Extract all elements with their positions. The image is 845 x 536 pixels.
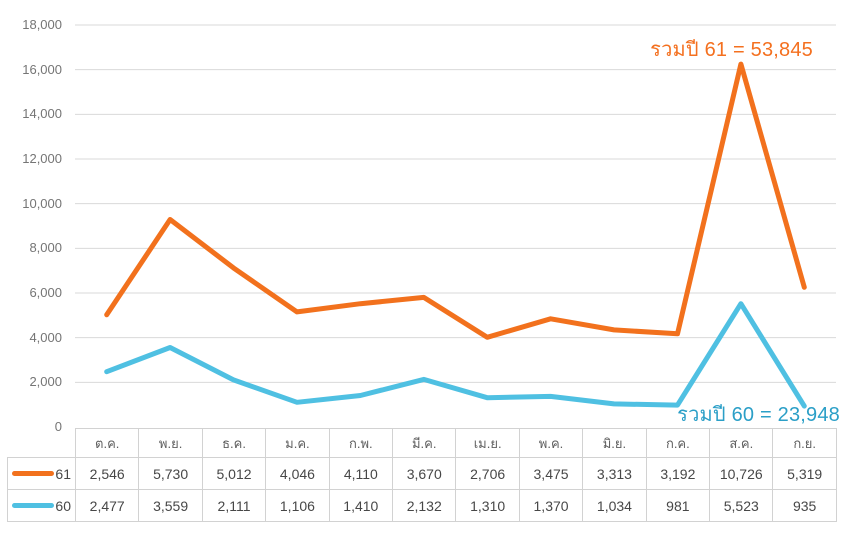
month-header-cell: ม.ค. [265, 428, 330, 458]
legend-cell-60: 60 [7, 489, 76, 522]
series-61-line [104, 61, 807, 340]
month-header-cell: มี.ค. [392, 428, 457, 458]
month-header-cell: มิ.ย. [582, 428, 647, 458]
value-cell: 3,475 [518, 457, 584, 490]
series-60-marker-icon [12, 503, 55, 508]
month-header-cell: พ.ค. [518, 428, 584, 458]
month-header-cell: เม.ย. [455, 428, 520, 458]
y-axis-label: 10,000 [22, 195, 62, 211]
y-axis-label: 2,000 [29, 374, 62, 390]
table-row-series-60: 60 2,477 3,559 2,111 1,106 1,410 2,132 1,310 1,3… [7, 489, 837, 522]
y-axis-label: 4,000 [29, 329, 62, 345]
y-axis-label: 0 [54, 419, 62, 434]
data-table: ต.ค. พ.ย. ธ.ค. ม.ค. ก.พ. มี.ค. เม.ย. พ.ค. มิ.ย. ก… [7, 428, 837, 522]
value-cell: 3,192 [645, 457, 711, 490]
value-cell: 10,726 [709, 457, 774, 490]
value-cell: 2,706 [455, 457, 520, 490]
y-axis-label: 6,000 [29, 285, 62, 300]
value-cell: 2,477 [74, 489, 140, 522]
y-axis-label: 14,000 [22, 106, 62, 122]
month-header-cell: ก.ค. [645, 428, 711, 458]
table-header-row: ต.ค. พ.ย. ธ.ค. ม.ค. ก.พ. มี.ค. เม.ย. พ.ค. มิ.ย. ก… [7, 428, 837, 458]
month-header-cell: ก.พ. [328, 428, 394, 458]
legend-cell-61: 61 [7, 457, 76, 490]
value-cell: 1,106 [265, 489, 330, 522]
value-cell: 2,132 [392, 489, 457, 522]
value-cell: 5,319 [772, 457, 837, 490]
table-corner-cell [7, 428, 76, 458]
value-cell: 935 [772, 489, 837, 522]
value-cell: 5,523 [709, 489, 774, 522]
series-label: 61 [55, 465, 71, 482]
value-cell: 2,546 [74, 457, 140, 490]
annotation-total-61: รวมปี 61 = 53,845 [650, 39, 813, 61]
value-cell: 2,111 [201, 489, 267, 522]
value-cell: 4,110 [328, 457, 394, 490]
y-axis-label: 8,000 [29, 240, 62, 256]
y-axis-label: 16,000 [22, 61, 62, 77]
annotation-total-60: รวมปี 60 = 23,948 [677, 404, 840, 426]
y-axis-label: 12,000 [22, 151, 62, 166]
value-cell: 1,370 [518, 489, 584, 522]
series-lines [104, 61, 807, 409]
value-cell: 1,310 [455, 489, 520, 522]
value-cell: 1,034 [582, 489, 647, 522]
month-header-cell: ส.ค. [709, 428, 774, 458]
value-cell: 3,559 [138, 489, 203, 522]
value-cell: 981 [645, 489, 711, 522]
month-header-cell: ธ.ค. [201, 428, 267, 458]
value-cell: 3,670 [392, 457, 457, 490]
value-cell: 5,012 [201, 457, 267, 490]
series-61-marker-icon [12, 471, 55, 476]
gridlines [75, 24, 836, 383]
series-label: 60 [55, 497, 71, 514]
month-header-cell: พ.ย. [138, 428, 203, 458]
value-cell: 4,046 [265, 457, 330, 490]
y-axis-label: 18,000 [22, 17, 62, 32]
value-cell: 3,313 [582, 457, 647, 490]
value-cell: 5,730 [138, 457, 203, 490]
table-row-series-61: 61 2,546 5,730 5,012 4,046 4,110 3,670 2,706 3,4… [7, 457, 837, 490]
month-header-cell: ก.ย. [772, 428, 837, 458]
month-header-cell: ต.ค. [74, 428, 140, 458]
series-60-line [104, 301, 807, 409]
line-chart [75, 24, 836, 409]
value-cell: 1,410 [328, 489, 394, 522]
